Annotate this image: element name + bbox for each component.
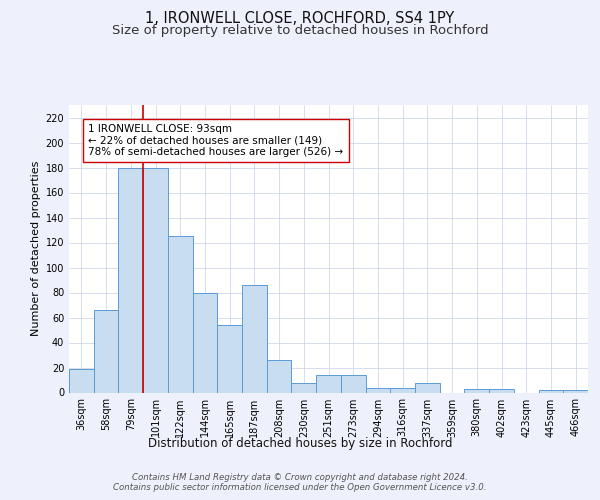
Bar <box>341 375 365 392</box>
Bar <box>415 382 440 392</box>
Text: Distribution of detached houses by size in Rochford: Distribution of detached houses by size … <box>148 438 452 450</box>
Bar <box>563 390 588 392</box>
Bar <box>143 168 168 392</box>
Bar <box>390 388 415 392</box>
Bar <box>267 360 292 392</box>
Bar <box>94 310 118 392</box>
Bar <box>242 285 267 393</box>
Text: Contains HM Land Registry data © Crown copyright and database right 2024.
Contai: Contains HM Land Registry data © Crown c… <box>113 472 487 492</box>
Text: Size of property relative to detached houses in Rochford: Size of property relative to detached ho… <box>112 24 488 37</box>
Text: 1, IRONWELL CLOSE, ROCHFORD, SS4 1PY: 1, IRONWELL CLOSE, ROCHFORD, SS4 1PY <box>145 11 455 26</box>
Bar <box>316 375 341 392</box>
Bar <box>365 388 390 392</box>
Bar <box>193 292 217 392</box>
Y-axis label: Number of detached properties: Number of detached properties <box>31 161 41 336</box>
Bar <box>217 325 242 392</box>
Bar <box>118 168 143 392</box>
Bar <box>168 236 193 392</box>
Bar <box>464 389 489 392</box>
Bar <box>539 390 563 392</box>
Bar <box>489 389 514 392</box>
Bar <box>292 382 316 392</box>
Text: 1 IRONWELL CLOSE: 93sqm
← 22% of detached houses are smaller (149)
78% of semi-d: 1 IRONWELL CLOSE: 93sqm ← 22% of detache… <box>88 124 343 157</box>
Bar <box>69 369 94 392</box>
